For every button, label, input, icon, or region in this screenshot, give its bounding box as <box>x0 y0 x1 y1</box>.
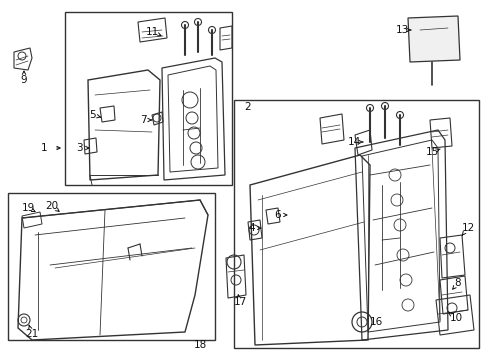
Text: 7: 7 <box>140 115 146 125</box>
Text: 12: 12 <box>461 223 474 233</box>
Bar <box>8 193 215 340</box>
Text: 2: 2 <box>244 102 251 112</box>
Text: 5: 5 <box>88 110 95 120</box>
Text: 17: 17 <box>233 297 246 307</box>
Text: 8: 8 <box>454 278 460 288</box>
Text: 18: 18 <box>193 340 206 350</box>
Text: 9: 9 <box>20 75 27 85</box>
Bar <box>65 12 231 185</box>
Text: 20: 20 <box>45 201 59 211</box>
Text: 6: 6 <box>274 210 281 220</box>
Text: 21: 21 <box>25 329 39 339</box>
Text: 16: 16 <box>368 317 382 327</box>
Text: 1: 1 <box>41 143 47 153</box>
Bar <box>234 100 478 348</box>
Polygon shape <box>407 16 459 62</box>
Text: 3: 3 <box>76 143 82 153</box>
Text: 14: 14 <box>346 137 360 147</box>
Text: 19: 19 <box>21 203 35 213</box>
Text: 11: 11 <box>145 27 158 37</box>
Text: 15: 15 <box>425 147 438 157</box>
Text: 13: 13 <box>395 25 408 35</box>
Text: 4: 4 <box>248 223 255 233</box>
Text: 10: 10 <box>448 313 462 323</box>
